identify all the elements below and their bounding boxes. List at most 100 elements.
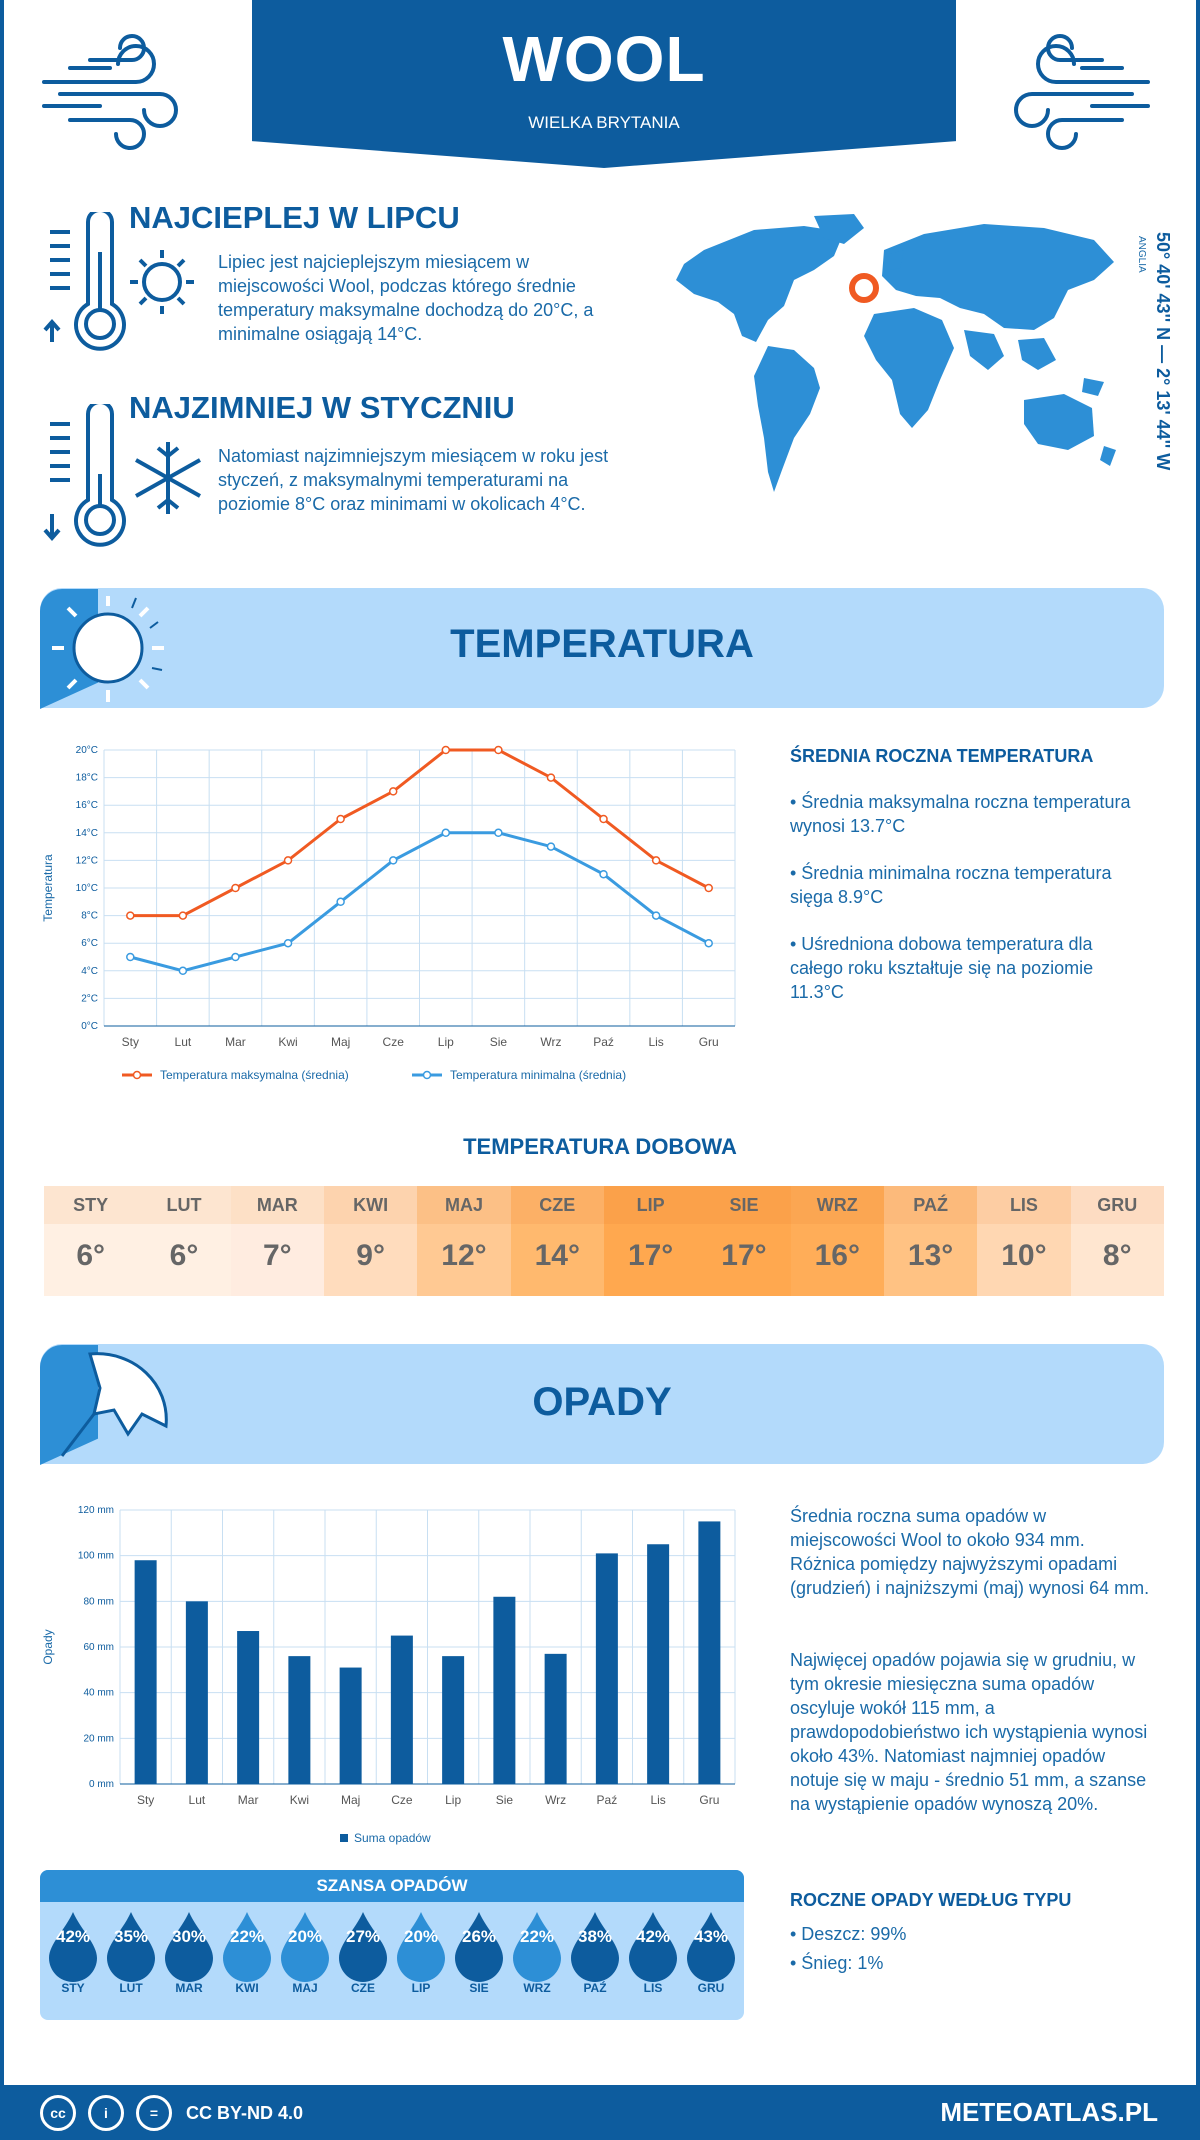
daily-temp-value: 12° bbox=[417, 1224, 511, 1296]
annual-temp-bullet-3: • Uśredniona dobowa temperatura dla całe… bbox=[790, 934, 1094, 1002]
cc-icon: cc bbox=[40, 2095, 76, 2131]
precip-type-snow: • Śnieg: 1% bbox=[790, 1953, 884, 1973]
rain-drop-item: 42% STY bbox=[44, 1910, 102, 2020]
y-tick-label: 40 mm bbox=[83, 1688, 114, 1699]
rain-chance-month: MAJ bbox=[292, 1981, 318, 1995]
daily-month-label: PAŹ bbox=[883, 1186, 978, 1224]
daily-month-label: KWI bbox=[323, 1186, 418, 1224]
series-line bbox=[130, 748, 710, 918]
rain-drop-icon bbox=[571, 1912, 619, 1982]
daily-temp-value: 10° bbox=[977, 1224, 1071, 1296]
footer: cc i = CC BY-ND 4.0 METEOATLAS.PL bbox=[0, 2085, 1200, 2140]
y-tick-label: 60 mm bbox=[83, 1642, 114, 1653]
coldest-title: NAJZIMNIEJ W STYCZNIU bbox=[129, 390, 515, 425]
site-link[interactable]: METEOATLAS.PL bbox=[940, 2097, 1158, 2127]
rain-drop-icon bbox=[397, 1912, 445, 1982]
data-point bbox=[283, 856, 293, 865]
rain-chance-percent: 43% bbox=[693, 1927, 729, 1946]
header-banner bbox=[252, 0, 956, 168]
daily-temp-value: 8° bbox=[1070, 1224, 1164, 1296]
bar bbox=[647, 1544, 670, 1784]
rain-chance-percent: 22% bbox=[229, 1927, 265, 1946]
rain-chance-month: PAŹ bbox=[583, 1981, 607, 1995]
daily-month-label: GRU bbox=[1070, 1186, 1164, 1224]
rain-drop-item: 42% LIS bbox=[624, 1910, 682, 2020]
daily-month-label: MAR bbox=[230, 1186, 324, 1224]
daily-temp-value: 13° bbox=[883, 1224, 978, 1296]
y-tick-label: 0 mm bbox=[89, 1779, 114, 1790]
legend-label: Temperatura maksymalna (średnia) bbox=[160, 1068, 349, 1082]
rain-drop-icon bbox=[281, 1912, 329, 1982]
x-tick-label: Lip bbox=[445, 1793, 461, 1807]
x-tick-label: Kwi bbox=[290, 1793, 309, 1807]
temperature-band bbox=[40, 588, 1164, 709]
y-axis-label: Temperatura bbox=[41, 854, 55, 922]
daily-temp-cell: GRU 8° bbox=[1070, 1186, 1164, 1296]
data-point bbox=[494, 745, 503, 755]
x-tick-label: Lut bbox=[175, 1035, 192, 1049]
data-point bbox=[178, 966, 188, 976]
y-tick-label: 14°C bbox=[76, 828, 98, 839]
data-point bbox=[231, 883, 240, 893]
rain-drop-item: 22% KWI bbox=[218, 1910, 276, 2020]
wind-icon bbox=[42, 34, 178, 150]
data-point bbox=[441, 828, 451, 838]
data-point bbox=[388, 787, 398, 796]
precip-chance-box: SZANSA OPADÓW 42% STY 35% LUT 30% MAR 22% KWI 20… bbox=[40, 1870, 744, 2020]
rain-drop-item: 43% GRU bbox=[682, 1910, 740, 2020]
x-tick-label: Maj bbox=[341, 1793, 360, 1807]
data-point bbox=[336, 897, 345, 907]
x-tick-label: Sty bbox=[137, 1793, 154, 1807]
x-tick-label: Cze bbox=[391, 1793, 413, 1807]
precip-type-rain: • Deszcz: 99% bbox=[790, 1924, 907, 1944]
data-point bbox=[546, 773, 556, 782]
daily-temp-table: STY 6° LUT 6° MAR 7° KWI 9° MAJ 12° CZE 14° LIP 17° SI… bbox=[44, 1186, 1164, 1296]
daily-temp-value: 9° bbox=[323, 1224, 418, 1296]
rain-drop-icon bbox=[339, 1912, 387, 1982]
precip-type-heading: ROCZNE OPADY WEDŁUG TYPU bbox=[790, 1890, 1072, 1910]
thermometer-hot-icon bbox=[43, 212, 194, 351]
coordinates: 50° 40' 43'' N — 2° 13' 44'' W bbox=[1153, 232, 1173, 471]
series-line bbox=[129, 831, 710, 973]
x-tick-label: Lis bbox=[650, 1793, 665, 1807]
coldest-text: Natomiast najzimniejszym miesiącem w rok… bbox=[218, 446, 609, 514]
rain-chance-month: MAR bbox=[175, 1981, 203, 1995]
daily-temp-title: TEMPERATURA DOBOWA bbox=[463, 1134, 737, 1159]
x-tick-label: Paź bbox=[597, 1793, 618, 1807]
data-point bbox=[441, 745, 451, 755]
data-point bbox=[494, 828, 503, 838]
daily-temp-cell: STY 6° bbox=[44, 1186, 138, 1296]
rain-drop-item: 20% LIP bbox=[392, 1910, 450, 2020]
rain-chance-month: SIE bbox=[469, 1981, 489, 1995]
bar bbox=[442, 1656, 465, 1784]
legend-label: Temperatura minimalna (średnia) bbox=[450, 1068, 626, 1082]
x-tick-label: Wrz bbox=[545, 1793, 566, 1807]
page-title: WOOL bbox=[502, 23, 706, 95]
data-point bbox=[651, 856, 661, 865]
hottest-text: Lipiec jest najcieplejszym miesiącem w m… bbox=[218, 252, 594, 344]
data-point bbox=[546, 842, 556, 851]
rain-drop-item: 35% LUT bbox=[102, 1910, 160, 2020]
x-tick-label: Gru bbox=[699, 1035, 719, 1049]
bar bbox=[237, 1631, 260, 1784]
daily-month-label: CZE bbox=[510, 1186, 604, 1224]
daily-temp-cell: KWI 9° bbox=[323, 1186, 418, 1296]
x-tick-label: Sty bbox=[122, 1035, 139, 1049]
bar bbox=[493, 1596, 516, 1784]
rain-chance-percent: 22% bbox=[519, 1927, 555, 1946]
rain-drop-icon bbox=[49, 1912, 97, 1982]
precip-chance-title: SZANSA OPADÓW bbox=[40, 1870, 744, 1902]
daily-temp-cell: CZE 14° bbox=[510, 1186, 604, 1296]
daily-temp-cell: MAR 7° bbox=[230, 1186, 324, 1296]
rain-chance-percent: 27% bbox=[345, 1927, 381, 1946]
thermometer-cold-icon bbox=[43, 404, 201, 547]
data-point bbox=[178, 911, 188, 920]
rain-drop-item: 26% SIE bbox=[450, 1910, 508, 2020]
daily-month-label: WRZ bbox=[790, 1186, 884, 1224]
data-point bbox=[388, 856, 398, 865]
data-point bbox=[704, 883, 713, 893]
data-point bbox=[336, 814, 345, 824]
rain-chance-month: LIP bbox=[411, 1981, 431, 1995]
rain-drop-item: 27% CZE bbox=[334, 1910, 392, 2020]
rain-drop-item: 30% MAR bbox=[160, 1910, 218, 2020]
